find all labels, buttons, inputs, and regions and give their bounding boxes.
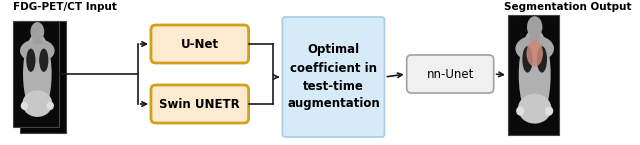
FancyBboxPatch shape	[282, 17, 385, 137]
Bar	[508, 15, 559, 135]
Ellipse shape	[22, 90, 52, 117]
Circle shape	[47, 102, 54, 110]
Text: nn-Unet: nn-Unet	[426, 68, 474, 80]
Ellipse shape	[31, 22, 44, 41]
Ellipse shape	[537, 46, 547, 73]
Ellipse shape	[26, 49, 35, 72]
FancyBboxPatch shape	[151, 85, 248, 123]
Ellipse shape	[518, 94, 552, 124]
Ellipse shape	[515, 35, 554, 62]
Ellipse shape	[20, 39, 54, 62]
Ellipse shape	[39, 49, 49, 72]
FancyBboxPatch shape	[151, 25, 248, 63]
Ellipse shape	[527, 40, 543, 67]
Bar	[13, 21, 60, 127]
Bar	[529, 29, 540, 41]
Text: FDG-PET/CT Input: FDG-PET/CT Input	[13, 2, 117, 12]
Ellipse shape	[522, 46, 532, 73]
FancyBboxPatch shape	[406, 55, 493, 93]
Text: Segmentation Output: Segmentation Output	[504, 2, 632, 12]
Circle shape	[516, 106, 524, 116]
Text: Optimal
coefficient in
test-time
augmentation: Optimal coefficient in test-time augment…	[287, 44, 380, 110]
Ellipse shape	[527, 16, 543, 38]
Circle shape	[545, 106, 553, 116]
Text: U-Net: U-Net	[180, 38, 219, 50]
Bar	[33, 34, 42, 44]
Text: Swin UNETR: Swin UNETR	[159, 97, 240, 110]
Bar	[20, 21, 66, 133]
Ellipse shape	[23, 33, 52, 115]
Ellipse shape	[519, 28, 550, 122]
Circle shape	[20, 102, 28, 110]
Ellipse shape	[31, 36, 54, 114]
